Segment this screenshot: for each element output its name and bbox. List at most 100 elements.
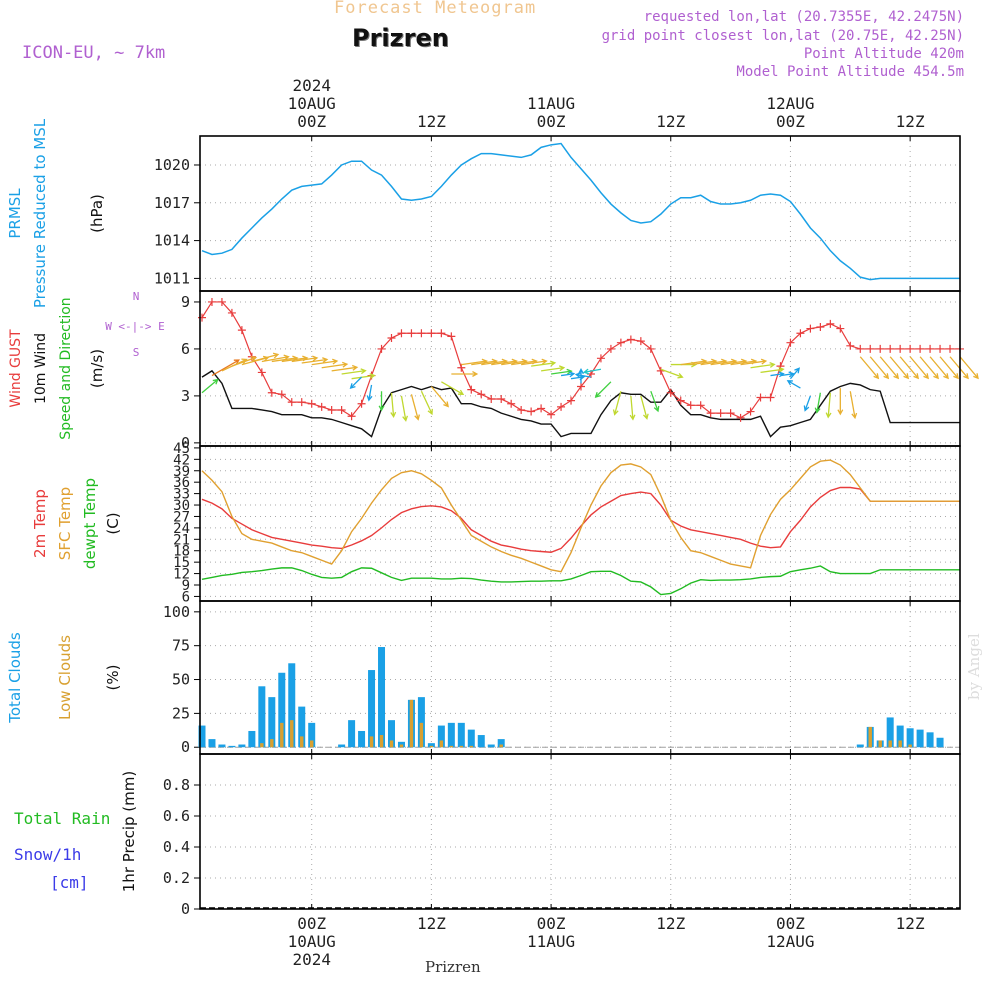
bottom-time-label: 00Z <box>537 914 566 933</box>
bottom-time-label: 12AUG <box>766 932 814 951</box>
wind-direction-arrow <box>349 376 363 390</box>
wind-direction-arrow <box>410 394 420 421</box>
wind-gust-marker <box>337 405 346 414</box>
wind-direction-arrow <box>430 386 449 408</box>
low-cloud-bar <box>419 722 424 748</box>
y-tick-label: 9 <box>182 578 190 594</box>
y-tick-label: 30 <box>173 498 190 514</box>
top-time-label: 12Z <box>656 112 685 131</box>
wind-direction-arrow <box>574 372 592 379</box>
dewpoint-line <box>201 565 960 596</box>
wind-gust-marker <box>307 399 316 408</box>
y-tick-label: 39 <box>173 464 190 480</box>
wind-gust-marker <box>576 382 585 391</box>
y-tick-label: 25 <box>172 704 190 722</box>
y-tick-label: 1011 <box>154 269 190 287</box>
wind-gust-marker <box>836 324 845 333</box>
y-tick-label: 36 <box>173 475 190 491</box>
wind-gust-marker <box>866 344 875 353</box>
wind-gust-marker <box>856 344 865 353</box>
low-cloud-bar <box>310 740 314 748</box>
temp-2m-line <box>201 486 960 553</box>
wind-direction-arrow <box>760 366 785 374</box>
wind-gust-marker <box>297 398 306 407</box>
wind-direction-arrow <box>441 381 465 395</box>
wind-direction-arrow <box>578 368 584 384</box>
wind-direction-arrow <box>889 356 910 380</box>
total-cloud-bar <box>338 744 346 748</box>
panel-axis-label: 2m Temp <box>31 489 49 558</box>
wind-gust-marker <box>267 388 276 397</box>
total-cloud-bar <box>936 737 944 748</box>
wind-direction-arrow <box>869 356 890 380</box>
point-altitude: Point Altitude 420m <box>803 46 964 62</box>
bottom-time-label: 00Z <box>297 914 326 933</box>
wind-gust-marker <box>487 395 496 404</box>
wind-gust-marker <box>457 363 466 372</box>
legend-snow-unit: [cm] <box>50 873 89 892</box>
low-cloud-bar <box>908 744 912 748</box>
compass-south: S <box>133 346 140 359</box>
wind-gust-marker <box>447 332 456 341</box>
y-tick-label: 27 <box>173 509 190 525</box>
wind-gust-marker <box>537 404 546 413</box>
wind-gust-marker <box>696 401 705 410</box>
y-tick-label: 75 <box>172 637 190 655</box>
wind-gust-marker <box>946 344 955 353</box>
total-cloud-bar <box>457 722 465 748</box>
wind-direction-arrow <box>612 391 622 416</box>
wind-gust-marker <box>806 324 815 333</box>
wind-direction-arrow <box>959 356 979 380</box>
wind-direction-arrow <box>750 362 776 369</box>
wind-gust-marker <box>437 329 446 338</box>
wind-direction-arrow <box>390 392 397 419</box>
y-tick-label: 24 <box>173 521 190 537</box>
y-tick-label: 0.8 <box>163 776 190 794</box>
wind-gust-marker <box>317 402 326 411</box>
wind-gust-marker <box>906 344 915 353</box>
low-cloud-bar <box>270 739 274 748</box>
total-cloud-bar <box>477 735 485 748</box>
wind-direction-arrow <box>201 378 219 394</box>
wind-gust-marker <box>626 335 635 344</box>
wind-gust-marker <box>726 409 735 418</box>
total-cloud-bar <box>298 706 306 748</box>
wind-direction-arrow <box>650 390 660 413</box>
low-cloud-bar <box>868 726 872 748</box>
wind-gust-marker <box>277 390 286 399</box>
wind-gust-marker <box>786 338 795 347</box>
wind-gust-marker <box>237 326 246 335</box>
author-credit: by Angel <box>965 633 983 700</box>
y-tick-label: 0.4 <box>163 838 190 856</box>
meteogram-title: Forecast Meteogram <box>334 0 537 18</box>
total-cloud-bar <box>467 729 475 748</box>
wind-gust-marker <box>676 396 685 405</box>
total-cloud-bar <box>916 729 924 748</box>
wind-direction-arrow <box>899 356 920 380</box>
wind-gust-marker <box>736 413 745 422</box>
total-cloud-bar <box>348 720 356 748</box>
wind-gust-marker <box>207 297 216 306</box>
total-cloud-bar <box>427 743 435 748</box>
wind-direction-arrow <box>660 368 684 379</box>
wind-gust-marker <box>926 344 935 353</box>
wind-gust-marker <box>706 409 715 418</box>
wind-direction-arrow <box>531 360 557 367</box>
compass-north: N <box>133 290 140 303</box>
wind-gust-marker <box>477 390 486 399</box>
panel-axis-label: SFC Temp <box>56 487 74 560</box>
model-label: ICON-EU, ~ 7km <box>22 43 166 63</box>
top-time-label: 00Z <box>537 112 566 131</box>
y-tick-label: 9 <box>181 293 190 311</box>
total-cloud-bar <box>198 725 206 748</box>
total-cloud-bar <box>238 744 246 748</box>
y-tick-label: 0 <box>181 900 190 918</box>
wind-direction-arrow <box>780 371 795 378</box>
wind-gust-marker <box>467 385 476 394</box>
y-tick-label: 0 <box>181 738 190 756</box>
bottom-time-label: 12Z <box>896 914 925 933</box>
panel-frame <box>199 135 961 292</box>
wind-direction-arrow <box>341 368 367 375</box>
low-cloud-bar <box>429 745 434 748</box>
y-tick-label: 50 <box>172 671 190 689</box>
